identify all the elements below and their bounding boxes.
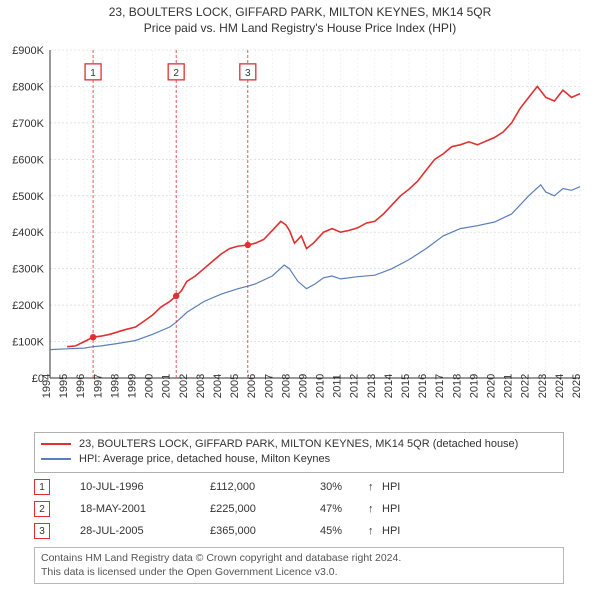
transaction-date: 18-MAY-2001 [80, 503, 210, 515]
title-address: 23, BOULTERS LOCK, GIFFARD PARK, MILTON … [0, 4, 600, 20]
legend-item: 23, BOULTERS LOCK, GIFFARD PARK, MILTON … [41, 437, 557, 452]
svg-text:2021: 2021 [503, 374, 515, 398]
svg-text:2022: 2022 [520, 374, 532, 398]
transaction-marker-box: 2 [34, 501, 50, 517]
svg-text:2: 2 [173, 68, 179, 79]
arrow-up-icon: ↑ [368, 503, 382, 515]
svg-text:1994: 1994 [41, 374, 53, 398]
svg-text:2004: 2004 [212, 374, 224, 398]
svg-text:£700K: £700K [12, 118, 44, 130]
chart-container: 23, BOULTERS LOCK, GIFFARD PARK, MILTON … [0, 0, 600, 590]
svg-text:1: 1 [90, 68, 96, 79]
svg-text:£900K: £900K [12, 45, 44, 57]
svg-text:2007: 2007 [263, 374, 275, 398]
attribution-footer: Contains HM Land Registry data © Crown c… [34, 547, 564, 584]
legend-label: HPI: Average price, detached house, Milt… [79, 452, 330, 467]
footer-line-2: This data is licensed under the Open Gov… [41, 565, 557, 579]
arrow-up-icon: ↑ [368, 525, 382, 537]
svg-text:2013: 2013 [366, 374, 378, 398]
svg-text:£200K: £200K [12, 300, 44, 312]
svg-text:3: 3 [245, 68, 251, 79]
svg-text:2003: 2003 [195, 374, 207, 398]
title-subtitle: Price paid vs. HM Land Registry's House … [0, 20, 600, 36]
transaction-price: £112,000 [210, 481, 320, 493]
svg-text:2017: 2017 [434, 374, 446, 398]
plot-area: £0£100K£200K£300K£400K£500K£600K£700K£80… [50, 44, 586, 424]
svg-text:2014: 2014 [383, 374, 395, 398]
svg-text:2020: 2020 [486, 374, 498, 398]
transaction-ref: HPI [382, 481, 422, 493]
svg-text:1999: 1999 [126, 374, 138, 398]
legend: 23, BOULTERS LOCK, GIFFARD PARK, MILTON … [34, 432, 564, 473]
plot-svg: £0£100K£200K£300K£400K£500K£600K£700K£80… [50, 44, 586, 424]
svg-text:£100K: £100K [12, 337, 44, 349]
transaction-pct: 47% [320, 503, 368, 515]
svg-text:2016: 2016 [417, 374, 429, 398]
transaction-marker-box: 1 [34, 479, 50, 495]
transaction-marker-box: 3 [34, 523, 50, 539]
legend-item: HPI: Average price, detached house, Milt… [41, 452, 557, 467]
transaction-date: 10-JUL-1996 [80, 481, 210, 493]
legend-swatch [41, 443, 71, 445]
transaction-date: 28-JUL-2005 [80, 525, 210, 537]
transaction-price: £225,000 [210, 503, 320, 515]
svg-text:2010: 2010 [315, 374, 327, 398]
transaction-pct: 45% [320, 525, 368, 537]
legend-label: 23, BOULTERS LOCK, GIFFARD PARK, MILTON … [79, 437, 518, 452]
svg-text:£600K: £600K [12, 154, 44, 166]
svg-text:1995: 1995 [58, 374, 70, 398]
svg-text:2025: 2025 [571, 374, 583, 398]
transaction-pct: 30% [320, 481, 368, 493]
svg-text:2002: 2002 [178, 374, 190, 398]
svg-text:2001: 2001 [161, 374, 173, 398]
svg-text:2023: 2023 [537, 374, 549, 398]
svg-text:2012: 2012 [349, 374, 361, 398]
svg-text:£500K: £500K [12, 191, 44, 203]
transaction-row: 1 10-JUL-1996£112,00030%↑HPI [34, 476, 564, 498]
svg-text:£800K: £800K [12, 81, 44, 93]
svg-text:2008: 2008 [280, 374, 292, 398]
svg-text:2018: 2018 [451, 374, 463, 398]
transaction-ref: HPI [382, 525, 422, 537]
svg-text:2024: 2024 [554, 374, 566, 398]
transactions-table: 110-JUL-1996£112,00030%↑HPI218-MAY-2001£… [34, 476, 564, 542]
legend-swatch [41, 458, 71, 460]
svg-text:2015: 2015 [400, 374, 412, 398]
svg-text:2019: 2019 [468, 374, 480, 398]
svg-text:2009: 2009 [297, 374, 309, 398]
transaction-row: 3 28-JUL-2005£365,00045%↑HPI [34, 520, 564, 542]
svg-text:2005: 2005 [229, 374, 241, 398]
chart-titles: 23, BOULTERS LOCK, GIFFARD PARK, MILTON … [0, 0, 600, 36]
svg-text:1997: 1997 [92, 374, 104, 398]
svg-text:£400K: £400K [12, 227, 44, 239]
arrow-up-icon: ↑ [368, 481, 382, 493]
transaction-ref: HPI [382, 503, 422, 515]
svg-text:2000: 2000 [144, 374, 156, 398]
transaction-price: £365,000 [210, 525, 320, 537]
svg-text:1996: 1996 [75, 374, 87, 398]
transaction-row: 2 18-MAY-2001£225,00047%↑HPI [34, 498, 564, 520]
footer-line-1: Contains HM Land Registry data © Crown c… [41, 551, 557, 565]
svg-text:£300K: £300K [12, 264, 44, 276]
svg-text:1998: 1998 [109, 374, 121, 398]
